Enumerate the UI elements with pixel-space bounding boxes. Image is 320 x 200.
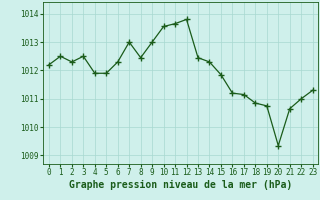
X-axis label: Graphe pression niveau de la mer (hPa): Graphe pression niveau de la mer (hPa): [69, 180, 292, 190]
